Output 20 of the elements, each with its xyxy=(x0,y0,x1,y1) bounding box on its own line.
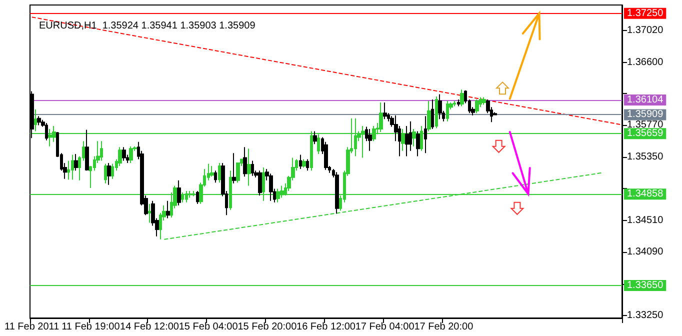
ref-line-label: 1.33650 xyxy=(627,280,664,291)
ref-line-label: 1.36104 xyxy=(627,94,664,106)
ref-line-label: 1.37250 xyxy=(627,8,664,19)
y-tick-label: 1.37020 xyxy=(627,25,664,36)
x-tick-label: 17 Feb 04:00 xyxy=(355,322,415,332)
y-tick-label: 1.35350 xyxy=(627,151,664,162)
x-tick-label: 15 Feb 04:00 xyxy=(178,322,238,332)
x-tick-label: 15 Feb 20:00 xyxy=(238,322,298,332)
x-tick-label: 11 Feb 2011 xyxy=(4,322,60,332)
ref-line-label: 1.35659 xyxy=(627,128,664,140)
y-tick-label: 1.33250 xyxy=(627,310,664,322)
x-tick-label: 17 Feb 20:00 xyxy=(414,322,474,332)
x-tick-label: 16 Feb 12:00 xyxy=(296,322,356,332)
x-tick-label: 14 Feb 12:00 xyxy=(120,322,180,332)
y-tick-label: 1.34090 xyxy=(627,246,664,258)
ref-line-label: 1.34858 xyxy=(627,188,664,200)
ref-line-label: 1.35909 xyxy=(627,109,664,120)
x-tick-label: 11 Feb 19:00 xyxy=(62,322,120,332)
y-tick-label: 1.36600 xyxy=(627,56,664,68)
y-tick-label: 1.34510 xyxy=(627,214,664,226)
